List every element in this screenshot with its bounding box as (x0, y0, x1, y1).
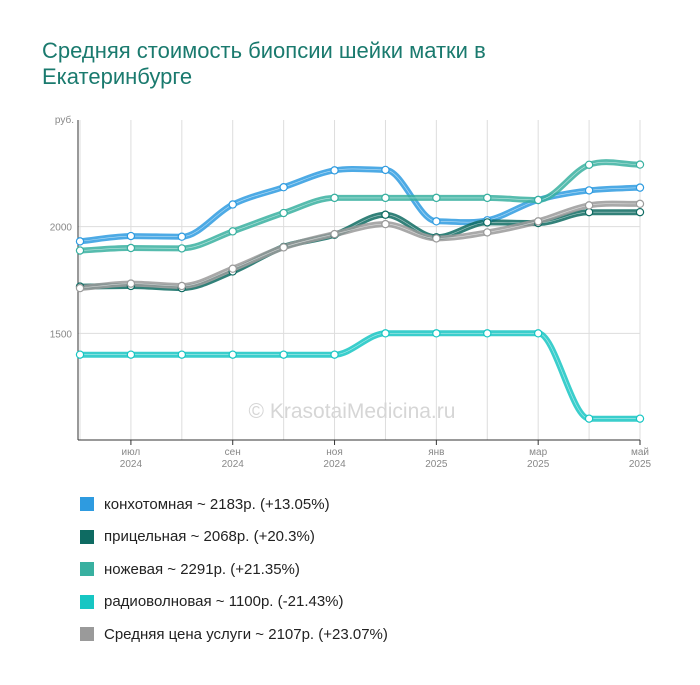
x-tick-label-year: 2024 (222, 459, 245, 470)
series-1-point[interactable] (381, 210, 390, 219)
series-3-point[interactable] (483, 329, 492, 338)
series-0-point[interactable] (330, 166, 339, 175)
series-3-point[interactable] (635, 414, 645, 423)
series-4-point[interactable] (177, 281, 187, 291)
series-1-point[interactable] (584, 207, 594, 217)
series-4-point[interactable] (279, 243, 288, 252)
x-tick-label-year: 2024 (120, 459, 143, 470)
series-3-point[interactable] (381, 329, 390, 338)
x-tick-label-month: ноя (326, 447, 343, 458)
x-tick-label-year: 2025 (527, 459, 550, 470)
series-4-line-highlight (79, 203, 641, 289)
y-tick-label: 2000 (50, 223, 73, 234)
legend-swatch (80, 562, 94, 577)
series-4-point[interactable] (635, 199, 645, 209)
legend-swatch (80, 594, 94, 609)
series-3-point[interactable] (75, 350, 85, 359)
legend-item[interactable]: радиоволновая ~ 1100р. (-21.43%) (80, 586, 388, 619)
series-2-point[interactable] (483, 193, 492, 203)
chart-title: Средняя стоимость биопсии шейки матки в … (42, 38, 486, 89)
x-tick-label-year: 2025 (629, 459, 652, 470)
series-0-point[interactable] (432, 217, 441, 226)
legend-swatch (80, 627, 94, 642)
series-4-point[interactable] (126, 279, 136, 288)
x-tick-label-month: май (631, 447, 649, 458)
series-layer (77, 159, 643, 422)
series-0-point[interactable] (126, 231, 136, 241)
watermark: © KrasotaiMedicina.ru (249, 400, 456, 423)
legend-label: ножевая ~ 2291р. (+21.35%) (104, 560, 300, 578)
series-4-point[interactable] (584, 201, 594, 210)
series-0-point[interactable] (228, 200, 237, 209)
series-3-point[interactable] (584, 414, 594, 423)
series-3-point[interactable] (177, 350, 187, 359)
series-2-point[interactable] (584, 160, 594, 169)
axes: 15002000руб.июл2024сен2024ноя2024янв2025… (50, 114, 652, 470)
series-4-point[interactable] (483, 228, 492, 237)
series-0-point[interactable] (177, 232, 187, 241)
legend-item[interactable]: прицельная ~ 2068р. (+20.3%) (80, 521, 388, 554)
x-tick-label-month: янв (428, 447, 444, 458)
series-3-point[interactable] (432, 329, 441, 338)
series-0-point[interactable] (279, 182, 288, 192)
y-tick-label: 1500 (50, 329, 73, 340)
series-0-point[interactable] (635, 183, 645, 192)
legend-swatch (80, 497, 94, 512)
series-2-point[interactable] (126, 243, 136, 253)
legend-item[interactable]: ножевая ~ 2291р. (+21.35%) (80, 553, 388, 586)
series-4-point[interactable] (381, 219, 390, 229)
x-tick-label-year: 2024 (323, 459, 346, 470)
legend-item[interactable]: Средняя цена услуги ~ 2107р. (+23.07%) (80, 618, 388, 651)
series-3-point[interactable] (533, 329, 543, 338)
points-layer (75, 160, 645, 423)
series-2-point[interactable] (177, 244, 187, 253)
x-tick-label-year: 2025 (425, 459, 448, 470)
x-tick-label-month: мар (529, 447, 547, 458)
legend-label: радиоволновая ~ 1100р. (-21.43%) (104, 593, 344, 611)
series-0-point[interactable] (584, 186, 594, 195)
series-2-point[interactable] (381, 193, 390, 203)
series-2-point[interactable] (75, 246, 85, 255)
series-0-point[interactable] (75, 237, 85, 246)
legend-item[interactable]: конхотомная ~ 2183р. (+13.05%) (80, 488, 388, 521)
series-2-point[interactable] (635, 160, 645, 169)
y-unit-label: руб. (55, 114, 74, 126)
series-4-point[interactable] (432, 234, 441, 243)
series-3-point[interactable] (228, 350, 237, 359)
legend: конхотомная ~ 2183р. (+13.05%) прицельная… (80, 488, 388, 651)
series-1-point[interactable] (635, 207, 645, 217)
series-3-point[interactable] (126, 350, 136, 359)
x-tick-label-month: сен (225, 447, 241, 458)
series-3-point[interactable] (330, 350, 339, 359)
legend-label: прицельная ~ 2068р. (+20.3%) (104, 528, 315, 546)
series-2-point[interactable] (279, 208, 288, 218)
series-4-point[interactable] (228, 264, 237, 273)
legend-swatch (80, 529, 94, 544)
series-0-point[interactable] (381, 165, 390, 175)
series-1-point[interactable] (483, 218, 492, 227)
series-4-point[interactable] (330, 229, 339, 239)
series-3-point[interactable] (279, 350, 288, 359)
series-2-point[interactable] (432, 193, 441, 203)
x-tick-label-month: июл (122, 447, 141, 458)
series-4-point[interactable] (533, 217, 543, 226)
series-4-point[interactable] (75, 283, 85, 293)
series-2-point[interactable] (533, 195, 543, 205)
legend-label: конхотомная ~ 2183р. (+13.05%) (104, 495, 330, 513)
legend-label: Средняя цена услуги ~ 2107р. (+23.07%) (104, 625, 388, 643)
series-2-point[interactable] (330, 193, 339, 203)
series-2-point[interactable] (228, 227, 237, 236)
